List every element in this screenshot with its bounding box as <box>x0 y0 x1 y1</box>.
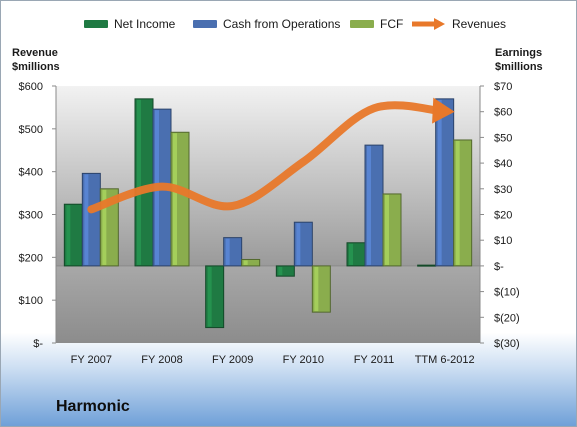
bar-highlight-fcf-6 <box>455 140 460 265</box>
legend-label-fcf: FCF <box>380 17 404 31</box>
right-tick-label-3: $- <box>494 261 504 273</box>
right-tick-label-4: $10 <box>494 235 512 247</box>
bar-highlight-cash-from-operations-3 <box>225 238 230 265</box>
left-tick-label-4: $400 <box>19 167 43 179</box>
plot-background-layer <box>55 86 481 343</box>
right-axis-title-line2: $millions <box>495 61 543 73</box>
x-tick-label-2: FY 2008 <box>141 354 182 366</box>
right-tick-label-5: $20 <box>494 210 512 222</box>
company-name: Harmonic <box>56 398 130 415</box>
bar-highlight-fcf-4 <box>314 266 319 312</box>
legend-arrow-icon <box>412 18 445 30</box>
left-tick-label-6: $600 <box>19 81 43 93</box>
bars-layer <box>63 98 473 329</box>
right-axis-title-line1: Earnings <box>495 47 543 59</box>
ticks-layer: $- $100 $200 $300 $400 $500 $600 $(30) $(20) $(10… <box>19 81 520 366</box>
legend-swatch-fcf <box>350 20 374 28</box>
bar-highlight-fcf-1 <box>102 189 107 265</box>
legend-item-net-income: Net Income <box>84 17 175 31</box>
left-tick-label-0: $- <box>33 338 43 350</box>
bar-highlight-net-income-3 <box>207 266 212 327</box>
bar-net-income-6 <box>417 264 437 267</box>
left-tick-label-2: $200 <box>19 252 43 264</box>
right-tick-label-6: $30 <box>494 184 512 196</box>
x-tick-label-6: TTM 6-2012 <box>415 354 475 366</box>
bar-highlight-cash-from-operations-6 <box>437 99 442 265</box>
revenue-line-layer <box>87 97 455 214</box>
x-tick-label-3: FY 2009 <box>212 354 253 366</box>
bar-net-income-4 <box>275 265 295 277</box>
bar-highlight-cash-from-operations-1 <box>84 174 89 265</box>
right-axis-title: Earnings $millions <box>495 46 543 74</box>
revenue-arrowhead <box>432 97 455 124</box>
right-tick-label-1: $(20) <box>494 312 520 324</box>
bar-highlight-net-income-1 <box>66 205 71 265</box>
right-tick-label-9: $60 <box>494 107 512 119</box>
x-tick-label-1: FY 2007 <box>71 354 112 366</box>
legend-item-revenues: Revenues <box>410 17 506 31</box>
bar-highlight-cash-from-operations-5 <box>367 146 371 265</box>
right-tick-label-7: $40 <box>494 158 512 170</box>
bar-highlight-cash-from-operations-4 <box>296 223 301 265</box>
left-axis-title-line2: $millions <box>12 61 60 73</box>
right-tick-label-10: $70 <box>494 81 512 93</box>
bar-highlight-net-income-2 <box>137 99 141 265</box>
left-axis-title-line1: Revenue <box>12 47 58 59</box>
left-axis-title: Revenue $millions <box>12 46 60 74</box>
legend-label-cash-from-operations: Cash from Operations <box>223 17 341 31</box>
legend-item-fcf: FCF <box>350 17 403 31</box>
bar-fcf-3 <box>241 258 261 267</box>
legend-label-net-income: Net Income <box>114 17 176 31</box>
right-tick-label-2: $(10) <box>494 287 520 299</box>
revenue-line <box>87 101 449 214</box>
chart-legend: Net Income Cash from Operations FCF Reve… <box>0 14 577 34</box>
bar-highlight-net-income-4 <box>278 266 283 276</box>
plot-lower-wall <box>56 265 480 343</box>
left-tick-label-5: $500 <box>19 124 43 136</box>
x-tick-label-4: FY 2010 <box>283 354 324 366</box>
left-tick-label-1: $100 <box>19 295 43 307</box>
left-tick-label-3: $300 <box>19 210 43 222</box>
right-tick-label-8: $50 <box>494 132 512 144</box>
bar-highlight-net-income-5 <box>349 243 353 265</box>
legend-swatch-cash-from-operations <box>193 20 217 28</box>
bar-highlight-fcf-5 <box>385 194 389 265</box>
right-tick-label-0: $(30) <box>494 338 520 350</box>
bar-highlight-fcf-2 <box>173 133 177 265</box>
legend-swatch-net-income <box>84 20 108 28</box>
x-tick-label-5: FY 2011 <box>354 354 395 366</box>
legend-item-cash-from-operations: Cash from Operations <box>193 17 340 31</box>
legend-label-revenues: Revenues <box>452 17 507 31</box>
plot-wall <box>56 86 480 266</box>
bar-highlight-fcf-3 <box>243 260 248 265</box>
